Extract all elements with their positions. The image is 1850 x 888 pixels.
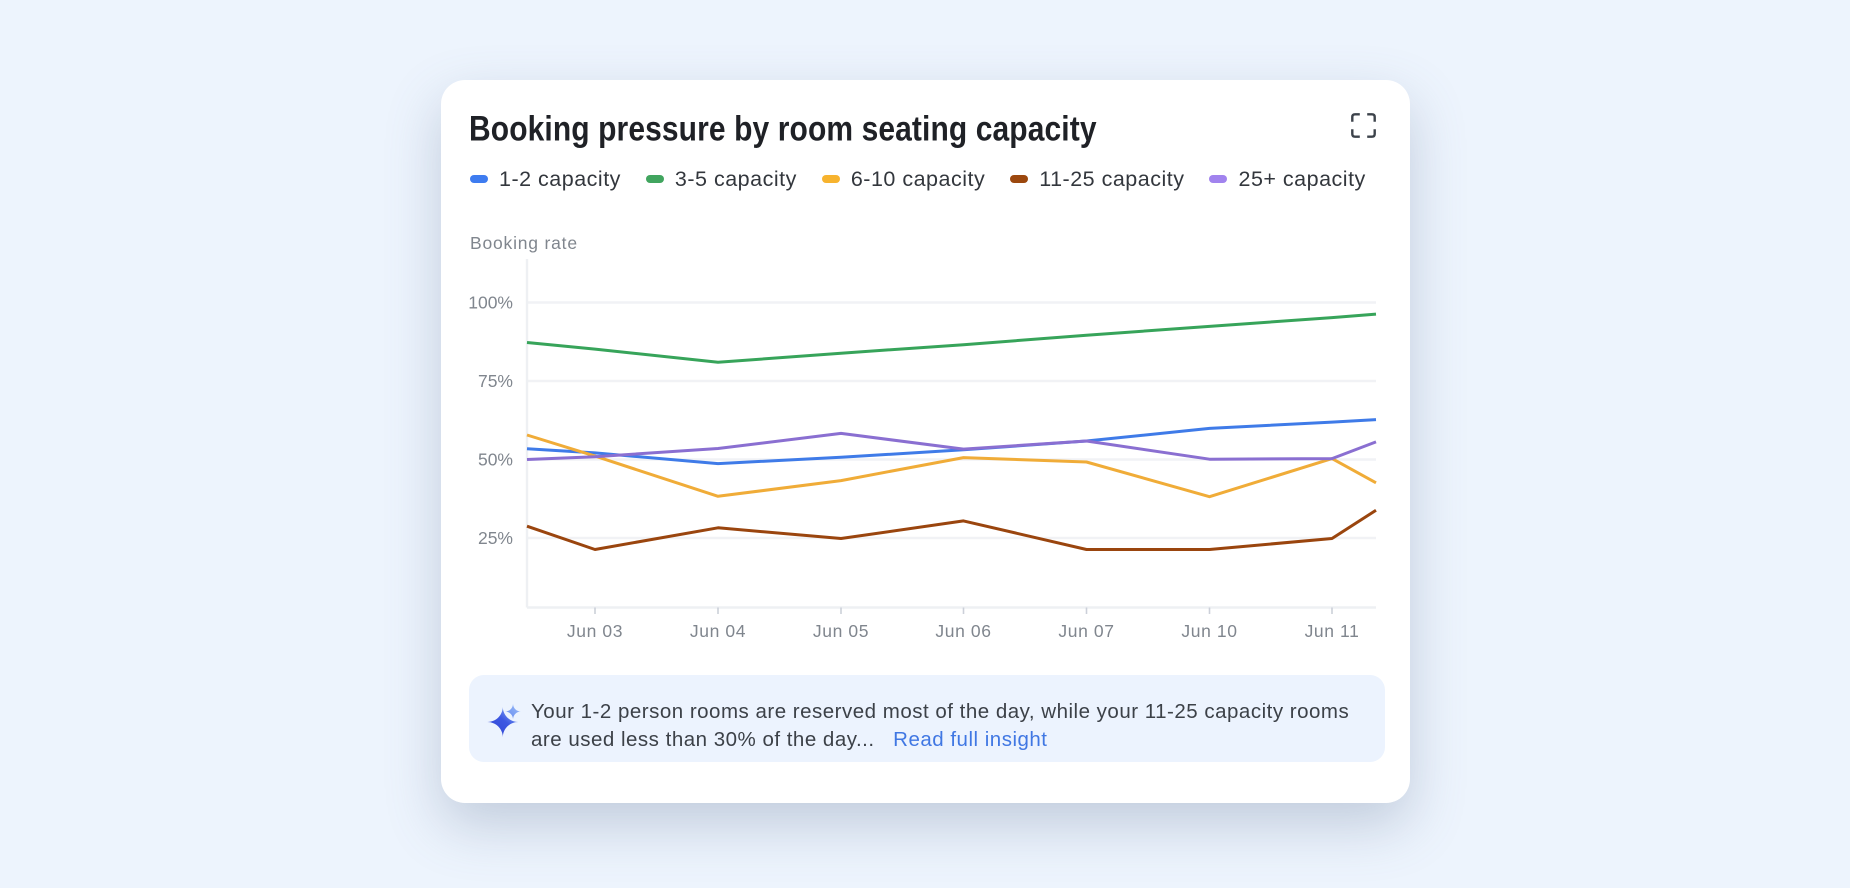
svg-text:25%: 25%: [478, 528, 513, 548]
svg-text:Jun 04: Jun 04: [690, 621, 746, 641]
svg-text:75%: 75%: [478, 371, 513, 391]
svg-text:Booking rate: Booking rate: [470, 233, 578, 253]
svg-text:Jun 10: Jun 10: [1181, 621, 1237, 641]
svg-text:100%: 100%: [468, 293, 513, 313]
svg-text:Jun 07: Jun 07: [1058, 621, 1114, 641]
svg-text:Jun 03: Jun 03: [567, 621, 623, 641]
svg-text:Jun 06: Jun 06: [935, 621, 991, 641]
svg-text:Jun 05: Jun 05: [813, 621, 869, 641]
svg-text:Jun 11: Jun 11: [1305, 621, 1360, 641]
svg-text:50%: 50%: [478, 450, 513, 470]
